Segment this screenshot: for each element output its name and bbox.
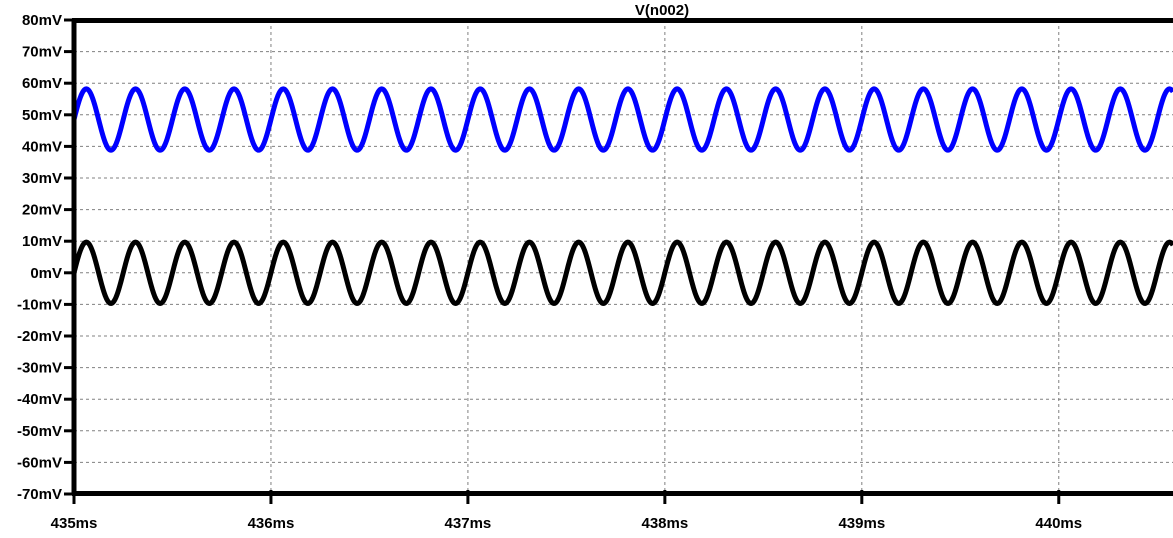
x-tick-label: 440ms [1035,515,1082,532]
series-line-2 [71,239,1173,306]
y-tick-label: 60mV [22,75,62,92]
y-tick-label: -70mV [17,486,62,503]
y-tick-label: 50mV [22,107,62,124]
chart-title: V(n002) [635,2,689,19]
y-tick-label: 10mV [22,233,62,250]
y-tick-label: 20mV [22,202,62,219]
y-tick-label: 70mV [22,44,62,61]
x-tick-label: 439ms [838,515,885,532]
y-tick-label: 80mV [22,12,62,29]
y-tick-label: -30mV [17,360,62,377]
y-tick-label: -20mV [17,328,62,345]
y-tick-label: -10mV [17,296,62,313]
y-tick-label: -50mV [17,423,62,440]
grid [74,20,1173,494]
x-tick-label: 436ms [248,515,295,532]
series-layer [71,86,1173,306]
x-tick-label: 435ms [51,515,98,532]
y-tick-label: -40mV [17,391,62,408]
x-axis-ticks: 435ms 436ms 437ms 438ms 439ms 440ms [51,490,1082,532]
plot-frame [71,18,1173,496]
x-tick-label: 438ms [642,515,689,532]
series-line-1 [71,86,1173,153]
x-tick-label: 437ms [445,515,492,532]
y-axis-ticks: 80mV 70mV 60mV 50mV 40mV 30mV 20mV 10mV 0mV -10mV… [17,12,76,503]
y-tick-label: 30mV [22,170,62,187]
y-tick-label: 0mV [30,265,62,282]
y-tick-label: 40mV [22,138,62,155]
y-tick-label: -60mV [17,454,62,471]
